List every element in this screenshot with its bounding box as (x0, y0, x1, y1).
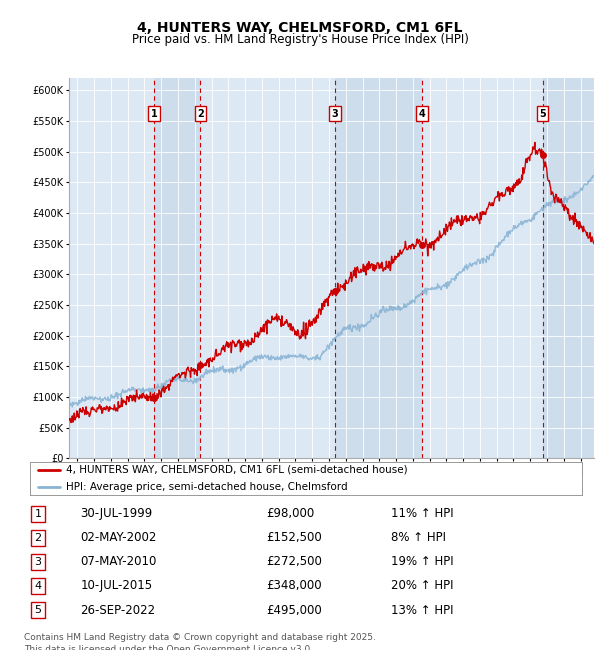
Text: Contains HM Land Registry data © Crown copyright and database right 2025.
This d: Contains HM Land Registry data © Crown c… (24, 633, 376, 650)
Text: 30-JUL-1999: 30-JUL-1999 (80, 507, 152, 520)
Text: £272,500: £272,500 (266, 555, 322, 568)
Text: £348,000: £348,000 (266, 580, 322, 593)
Bar (335, 78, 422, 458)
Text: £98,000: £98,000 (266, 507, 315, 520)
Text: 02-MAY-2002: 02-MAY-2002 (80, 532, 157, 544)
Text: 19% ↑ HPI: 19% ↑ HPI (391, 555, 453, 568)
Text: 2: 2 (35, 533, 41, 543)
Text: 11% ↑ HPI: 11% ↑ HPI (391, 507, 453, 520)
Bar (542, 78, 594, 458)
Text: 26-SEP-2022: 26-SEP-2022 (80, 603, 155, 616)
Text: Price paid vs. HM Land Registry's House Price Index (HPI): Price paid vs. HM Land Registry's House … (131, 32, 469, 46)
Text: 3: 3 (35, 557, 41, 567)
Text: 4: 4 (35, 581, 41, 591)
Text: HPI: Average price, semi-detached house, Chelmsford: HPI: Average price, semi-detached house,… (66, 482, 347, 492)
Text: 07-MAY-2010: 07-MAY-2010 (80, 555, 157, 568)
Text: 4, HUNTERS WAY, CHELMSFORD, CM1 6FL (semi-detached house): 4, HUNTERS WAY, CHELMSFORD, CM1 6FL (sem… (66, 465, 407, 475)
Text: 3: 3 (331, 109, 338, 118)
Text: 2: 2 (197, 109, 204, 118)
Text: 1: 1 (35, 509, 41, 519)
Text: 8% ↑ HPI: 8% ↑ HPI (391, 532, 446, 544)
Text: £152,500: £152,500 (266, 532, 322, 544)
Text: 1: 1 (151, 109, 158, 118)
Text: 13% ↑ HPI: 13% ↑ HPI (391, 603, 453, 616)
Text: 20% ↑ HPI: 20% ↑ HPI (391, 580, 453, 593)
Text: £495,000: £495,000 (266, 603, 322, 616)
Text: 5: 5 (539, 109, 546, 118)
Text: 5: 5 (35, 605, 41, 615)
Text: 4: 4 (418, 109, 425, 118)
Text: 4, HUNTERS WAY, CHELMSFORD, CM1 6FL: 4, HUNTERS WAY, CHELMSFORD, CM1 6FL (137, 21, 463, 35)
Text: 10-JUL-2015: 10-JUL-2015 (80, 580, 152, 593)
Bar (154, 78, 200, 458)
